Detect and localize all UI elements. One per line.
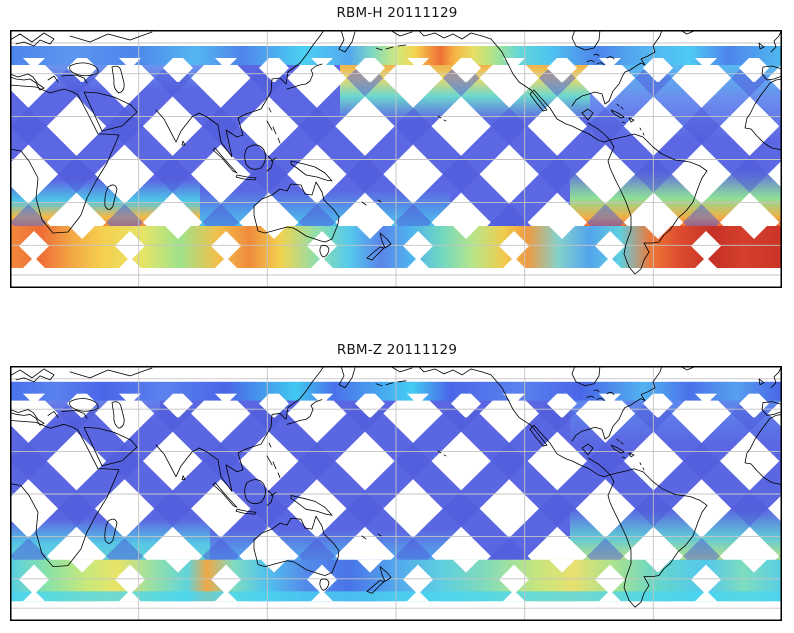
map-frame — [10, 30, 782, 288]
map-rbm-z — [10, 366, 782, 621]
panel-title-rbm-z: RBM-Z 20111129 — [336, 342, 458, 358]
map-panel-rbm-h — [10, 30, 782, 288]
map-rbm-h — [10, 30, 782, 288]
map-frame — [10, 366, 782, 621]
map-panel-rbm-z — [10, 366, 782, 621]
panel-title-rbm-h: RBM-H 20111129 — [336, 5, 458, 21]
